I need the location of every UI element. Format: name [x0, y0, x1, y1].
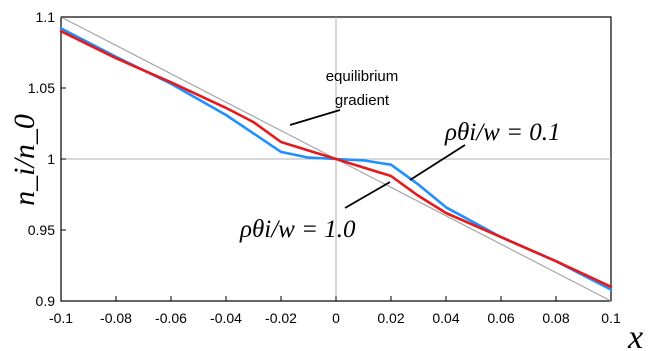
equilibrium-annotation-line1: equilibrium: [326, 68, 399, 85]
y-axis-label: n_i/n_0: [8, 114, 41, 206]
x-tick-label: 0.04: [432, 310, 459, 326]
y-tick-label: 1.1: [36, 9, 56, 25]
label-rho-0-1-pointer: [409, 144, 466, 181]
y-tick-label: 1.05: [28, 80, 55, 96]
label-rho-0-1: ρθi/w = 0.1: [444, 119, 560, 146]
x-tick-label: 0.08: [542, 310, 569, 326]
y-tick-label: 0.95: [28, 222, 55, 238]
x-tick-label: -0.08: [100, 310, 132, 326]
equilibrium-annotation-line2: gradient: [335, 92, 390, 109]
x-tick-label: -0.02: [265, 310, 297, 326]
x-axis-ticks: -0.1 -0.08 -0.06 -0.04 -0.02 0 0.02 0.04 0.06 0.0…: [49, 296, 621, 326]
x-tick-label: 0.06: [487, 310, 514, 326]
y-tick-label: 1: [47, 151, 55, 167]
label-rho-1-0-pointer: [344, 181, 391, 209]
series-line-2: [59, 29, 613, 289]
series-layer: [59, 16, 613, 302]
x-tick-label: 0.1: [601, 310, 621, 326]
x-tick-label: 0.02: [377, 310, 404, 326]
x-axis-label: x: [627, 319, 643, 351]
x-tick-label: -0.04: [210, 310, 242, 326]
label-rho-1-0: ρθi/w = 1.0: [239, 216, 356, 243]
x-tick-label: 0: [332, 310, 340, 326]
x-tick-label: -0.1: [49, 310, 73, 326]
y-axis-ticks: 0.9 0.95 1 1.05 1.1: [28, 9, 66, 309]
equilibrium-pointer: [289, 109, 341, 126]
y-tick-label: 0.9: [36, 293, 56, 309]
x-tick-label: -0.06: [155, 310, 187, 326]
y-axis-label-text: n_i/n_0: [8, 114, 41, 206]
